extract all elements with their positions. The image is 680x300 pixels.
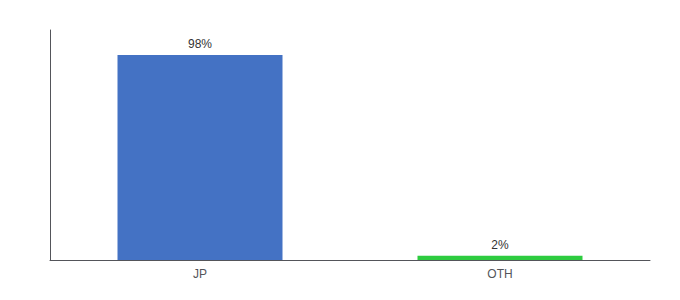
svg-text:2%: 2% [491,238,509,252]
svg-text:JP: JP [193,267,207,281]
svg-text:OTH: OTH [487,267,512,281]
svg-text:98%: 98% [188,37,212,51]
